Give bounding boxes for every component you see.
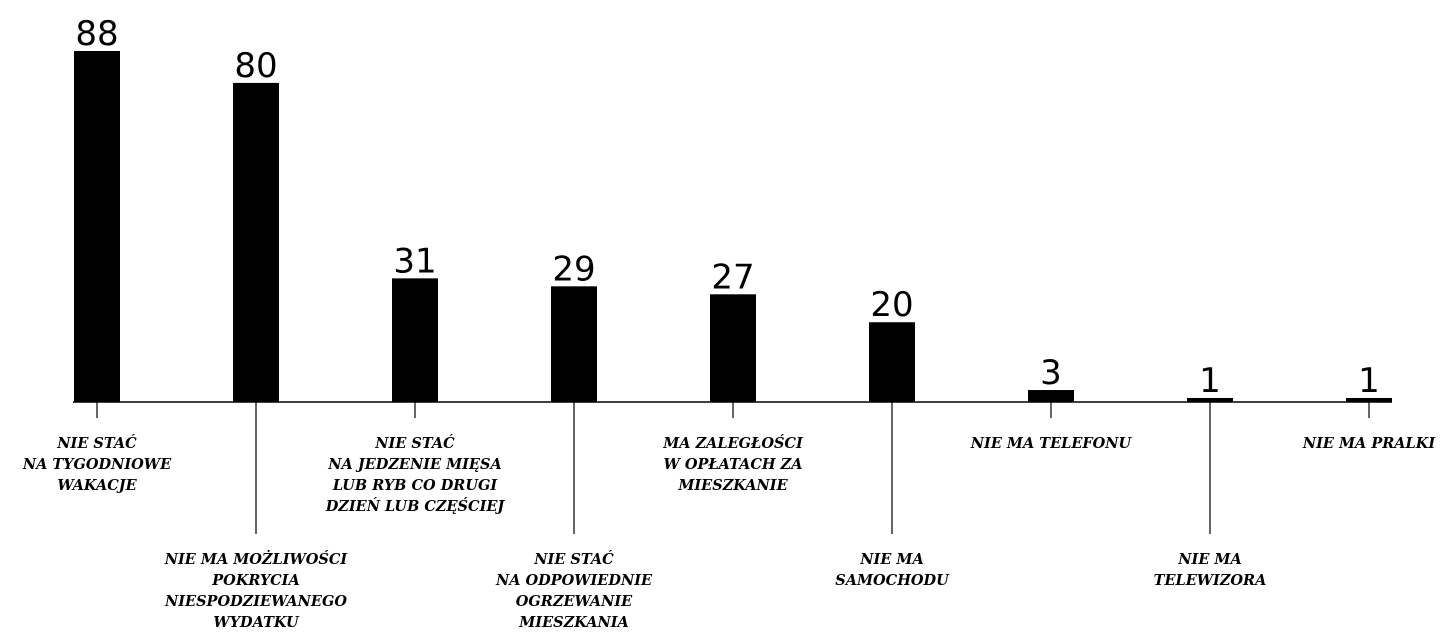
bar-8 (1187, 398, 1233, 402)
leader-lines-group (96, 402, 1370, 534)
value-label-3: 31 (393, 241, 436, 281)
bar-9 (1346, 398, 1392, 402)
bar-4 (551, 286, 597, 402)
bars-group (74, 51, 1392, 402)
category-label-9: NIE MA PRALKI (1302, 435, 1436, 452)
value-label-9: 1 (1358, 361, 1380, 401)
value-label-1: 88 (75, 14, 118, 54)
category-label-7: NIE MA TELEFONU (970, 435, 1133, 452)
bar-2 (233, 82, 279, 402)
category-label-5: MA ZALEGŁOŚCI W OPŁATACH ZA MIESZKANIE (662, 434, 804, 494)
bar-6 (869, 322, 915, 402)
category-label-3: NIE STAĆ NA JEDZENIE MIĘSA LUB RYB CO DRUG… (325, 434, 506, 515)
bar-3 (392, 278, 438, 402)
value-label-2: 80 (234, 46, 277, 86)
bar-7 (1028, 390, 1074, 402)
value-label-4: 29 (552, 249, 595, 289)
value-label-8: 1 (1199, 361, 1221, 401)
category-label-2: NIE MA MOŻLIWOŚCI POKRYCIA NIESPODZIEWANEG… (164, 549, 349, 631)
category-label-8: NIE MA TELEWIZORA (1154, 551, 1267, 589)
category-label-1: NIE STAĆ NA TYGODNIOWE WAKACJE (22, 434, 172, 494)
bar-5 (710, 294, 756, 402)
bar-1 (74, 51, 120, 402)
category-label-4: NIE STAĆ NA ODPOWIEDNIE OGRZEWANIE MIESZKAN… (495, 550, 653, 631)
category-label-6: NIE MA SAMOCHODU (835, 551, 950, 589)
value-label-7: 3 (1040, 353, 1062, 393)
category-labels-group: NIE STAĆ NA TYGODNIOWE WAKACJE NIE MA MOŻLI… (22, 434, 1436, 631)
value-label-5: 27 (711, 257, 754, 297)
value-label-6: 20 (870, 285, 913, 325)
